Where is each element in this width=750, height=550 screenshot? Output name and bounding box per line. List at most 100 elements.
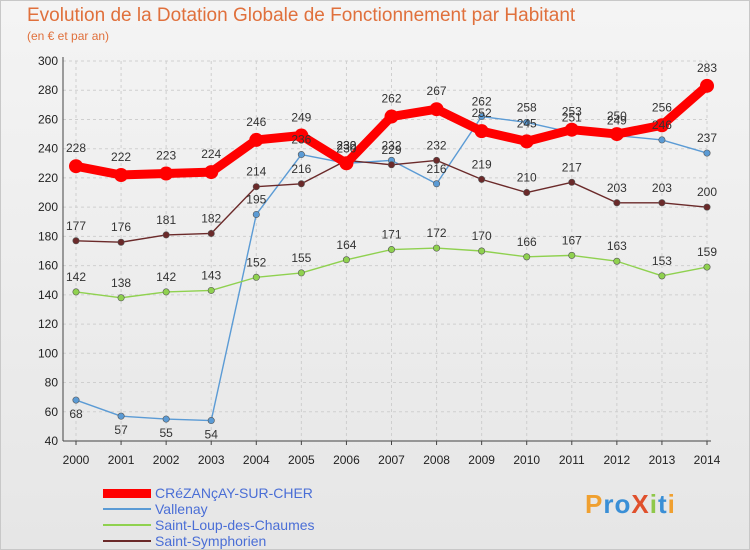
data-label: 249 [607, 114, 627, 128]
data-label: 195 [246, 192, 266, 206]
data-label: 138 [111, 276, 131, 290]
y-tick-label: 280 [38, 83, 58, 97]
data-point [433, 244, 441, 252]
data-point [384, 109, 399, 124]
x-tick-label: 2006 [333, 453, 360, 467]
data-label: 252 [472, 106, 492, 120]
x-tick-label: 2014 [694, 453, 721, 467]
x-tick-label: 2005 [288, 453, 315, 467]
y-tick-label: 200 [38, 200, 58, 214]
legend-label: Saint-Symphorien [155, 533, 267, 549]
data-label: 182 [201, 211, 221, 225]
data-point [568, 251, 576, 259]
data-label: 55 [159, 426, 173, 440]
data-point [162, 231, 170, 239]
x-tick-label: 2000 [63, 453, 90, 467]
legend-swatch [103, 488, 151, 498]
data-point [564, 122, 579, 137]
data-label: 167 [562, 233, 582, 247]
data-label: 166 [517, 235, 537, 249]
data-point [519, 134, 534, 149]
data-point [523, 189, 531, 197]
x-tick-label: 2001 [108, 453, 135, 467]
data-label: 68 [69, 407, 83, 421]
y-tick-label: 120 [38, 317, 58, 331]
y-tick-label: 140 [38, 288, 58, 302]
legend-swatch [103, 508, 151, 510]
data-label: 176 [111, 220, 131, 234]
data-point [159, 166, 174, 181]
data-point [700, 78, 714, 93]
data-label: 232 [381, 138, 401, 152]
data-label: 203 [607, 181, 627, 195]
line-chart: 40 60 80 100 120 140 160 180 200 220 240 260 280 300 2… [38, 54, 721, 467]
x-tick-label: 2013 [649, 453, 676, 467]
data-label: 172 [427, 226, 447, 240]
proxiti-logo: ProXiti [585, 489, 676, 519]
data-point [72, 237, 80, 245]
data-label: 250 [607, 109, 627, 123]
data-point [703, 263, 711, 271]
data-point [658, 199, 666, 207]
data-label: 142 [66, 270, 86, 284]
data-label: 246 [652, 118, 672, 132]
y-tick-label: 240 [38, 142, 58, 156]
y-tick-label: 220 [38, 171, 58, 185]
data-label: 142 [156, 270, 176, 284]
x-tick-label: 2011 [559, 453, 585, 467]
data-point [523, 253, 531, 261]
data-label: 210 [517, 171, 537, 185]
data-point [297, 180, 305, 188]
data-label: 251 [562, 111, 582, 125]
data-point [297, 269, 305, 277]
data-point [252, 183, 260, 191]
data-point [703, 203, 711, 211]
data-point [204, 165, 219, 180]
data-point [249, 132, 264, 147]
data-point [297, 151, 305, 159]
data-label: 224 [201, 147, 221, 161]
data-point [478, 247, 486, 255]
data-label: 153 [652, 254, 672, 268]
data-label: 171 [381, 228, 401, 242]
data-label: 216 [291, 162, 311, 176]
data-label: 57 [114, 423, 128, 437]
data-point [658, 136, 666, 144]
y-tick-label: 60 [45, 405, 59, 419]
data-label: 253 [562, 105, 582, 119]
data-label: 228 [66, 141, 86, 155]
data-label: 262 [472, 95, 492, 109]
data-label: 237 [697, 131, 717, 145]
data-label: 267 [427, 84, 447, 98]
data-point [252, 210, 260, 218]
data-point [72, 288, 80, 296]
chart-title: Evolution de la Dotation Globale de Fonc… [27, 5, 576, 26]
data-label: 283 [697, 61, 717, 75]
data-point [162, 288, 170, 296]
x-tick-label: 2007 [378, 453, 405, 467]
data-label: 164 [336, 238, 356, 252]
data-point [433, 156, 441, 164]
data-point [207, 417, 215, 425]
y-tick-label: 80 [45, 376, 59, 390]
data-label: 222 [111, 150, 131, 164]
data-point [429, 102, 444, 117]
data-label: 163 [607, 239, 627, 253]
data-point [117, 294, 125, 302]
data-label: 229 [381, 143, 401, 157]
data-label: 219 [472, 157, 492, 171]
data-point [387, 246, 395, 254]
data-point [658, 272, 666, 280]
data-label: 181 [156, 213, 176, 227]
axes: 40 60 80 100 120 140 160 180 200 220 240 260 280 300 2… [38, 54, 721, 467]
data-point [654, 118, 669, 133]
legend-swatch [103, 524, 151, 526]
legend-label: Vallenay [155, 501, 208, 517]
data-point [703, 149, 711, 157]
data-label: 216 [427, 162, 447, 176]
data-point [69, 159, 83, 174]
data-label: 256 [652, 100, 672, 114]
data-label: 232 [336, 138, 356, 152]
grid [63, 60, 708, 442]
